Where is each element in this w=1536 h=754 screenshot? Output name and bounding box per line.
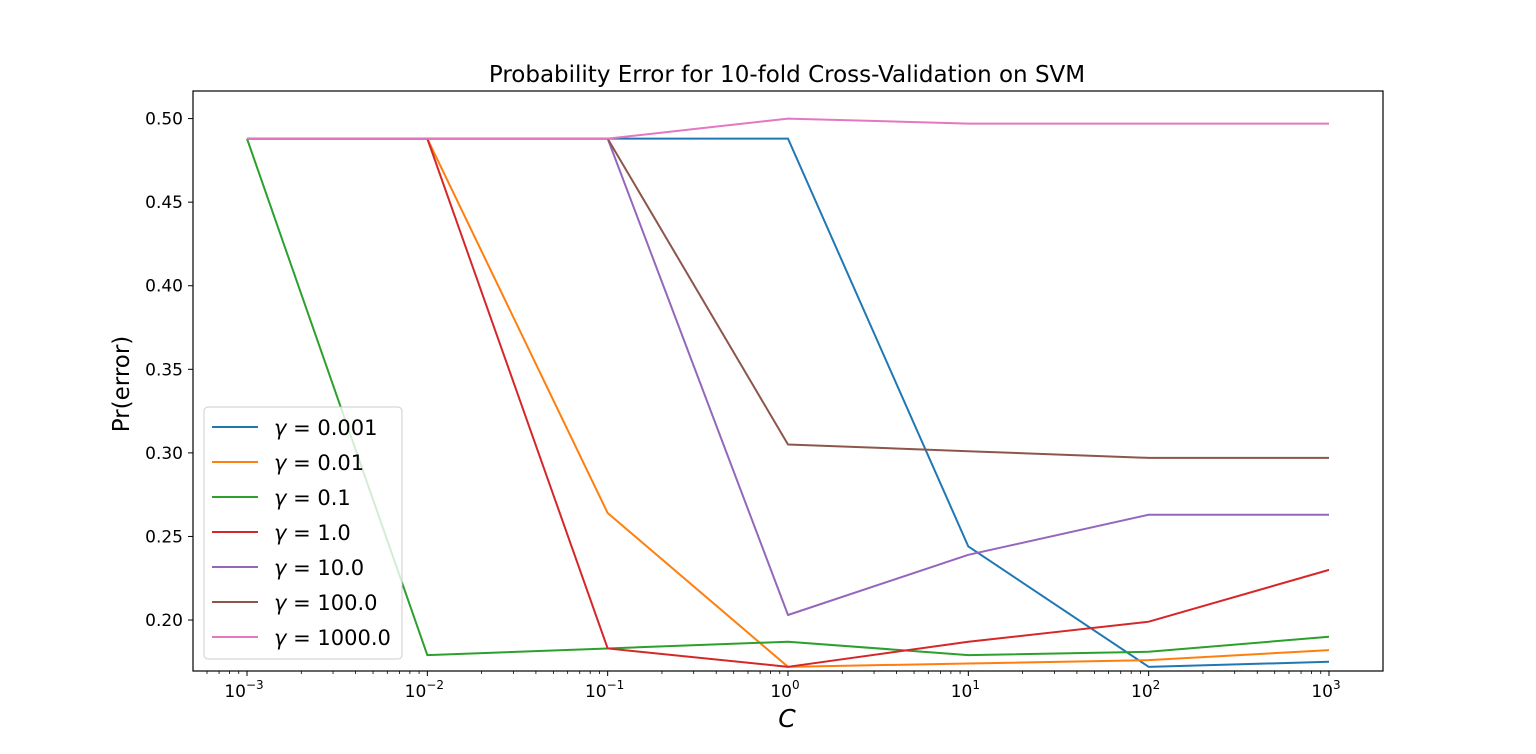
series-line-4 [247, 139, 1329, 615]
x-axis-label: C [778, 704, 796, 733]
y-tick-label: 0.30 [145, 444, 183, 464]
y-axis-label: Pr(error) [109, 336, 135, 433]
x-tick-label: 103 [1311, 678, 1340, 702]
y-tick-label: 0.45 [145, 193, 183, 213]
series-line-5 [247, 139, 1329, 458]
x-tick-label: 102 [1131, 678, 1160, 702]
x-tick-label: 10−1 [585, 678, 624, 702]
series-line-0 [247, 139, 1329, 667]
chart-title: Probability Error for 10-fold Cross-Vali… [489, 62, 1085, 88]
x-tick-label: 10−2 [405, 678, 444, 702]
y-tick-label: 0.50 [145, 110, 183, 130]
legend-label: γ = 100.0 [274, 591, 378, 615]
legend-label: γ = 0.01 [274, 451, 364, 475]
series-line-1 [247, 139, 1329, 667]
x-tick-label: 10−3 [224, 678, 263, 702]
series-line-6 [247, 119, 1329, 139]
x-tick-label: 101 [951, 678, 980, 702]
legend-label: γ = 1.0 [274, 521, 351, 545]
series-line-3 [247, 139, 1329, 667]
legend-label: γ = 1000.0 [274, 626, 391, 650]
legend-label: γ = 0.1 [274, 486, 351, 510]
x-tick-label: 100 [770, 678, 799, 702]
legend-label: γ = 10.0 [274, 556, 364, 580]
y-tick-label: 0.35 [145, 360, 183, 380]
legend-label: γ = 0.001 [274, 416, 378, 440]
y-tick-label: 0.40 [145, 277, 183, 297]
series-line-2 [247, 139, 1329, 655]
y-tick-label: 0.20 [145, 611, 183, 631]
y-tick-label: 0.25 [145, 527, 183, 547]
